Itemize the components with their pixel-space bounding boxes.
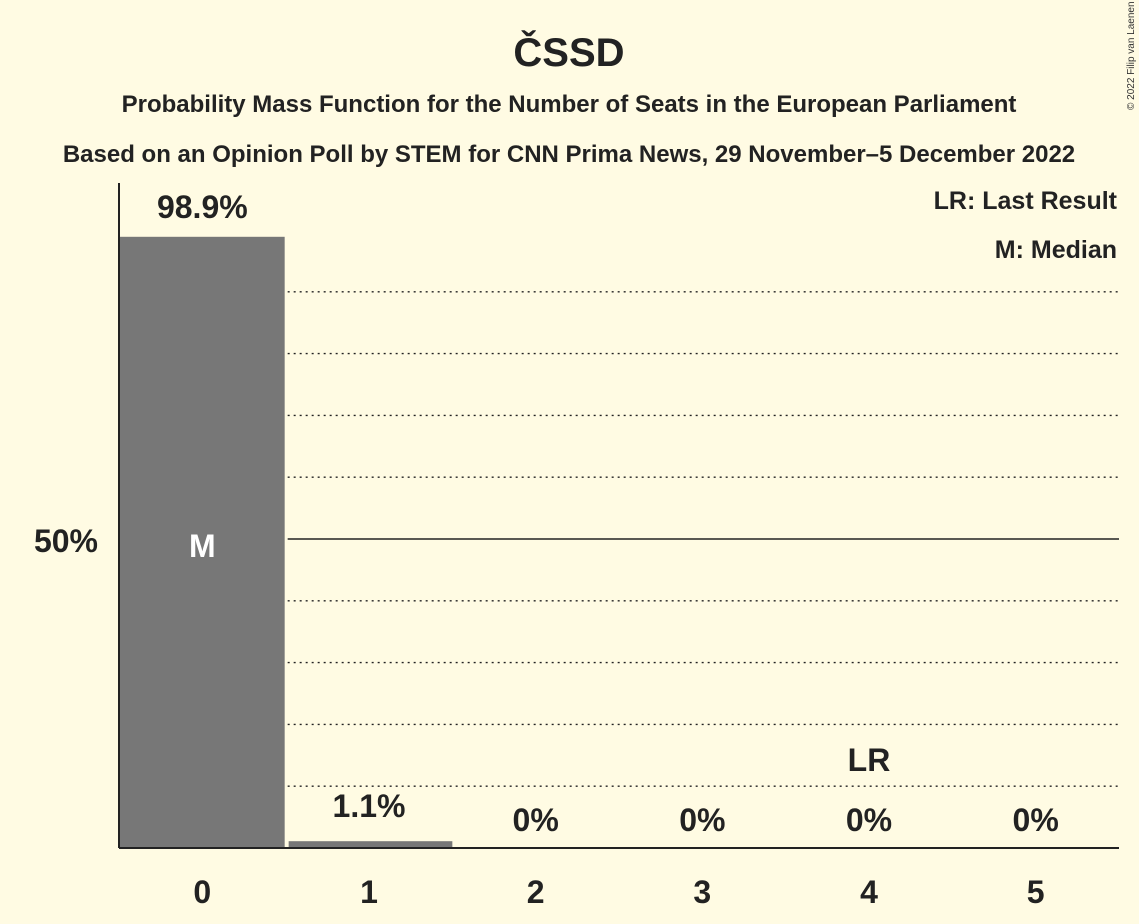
copyright-notice: © 2022 Filip van Laenen <box>1126 1 1137 110</box>
bar-0 <box>120 236 285 849</box>
x-tick-label-3: 3 <box>693 874 711 910</box>
x-tick-label-1: 1 <box>360 874 378 910</box>
x-tick-label-0: 0 <box>193 874 211 910</box>
bar-1 <box>288 841 453 848</box>
y-tick-label-50: 50% <box>34 523 98 559</box>
value-label-4: 0% <box>846 802 892 838</box>
value-label-1: 1.1% <box>333 788 406 824</box>
gridlines <box>287 291 1119 787</box>
value-label-0: 98.9% <box>157 189 248 225</box>
chart-title: ČSSD <box>513 29 624 75</box>
x-tick-label-4: 4 <box>860 874 878 910</box>
chart-subtitle-method: Probability Mass Function for the Number… <box>122 91 1017 118</box>
chart-subtitle-source: Based on an Opinion Poll by STEM for CNN… <box>63 141 1075 168</box>
last-result-marker: LR <box>848 742 891 778</box>
value-label-2: 0% <box>513 802 559 838</box>
value-label-5: 0% <box>1013 802 1059 838</box>
median-marker: M <box>189 528 216 564</box>
legend-median: M: Median <box>995 236 1117 264</box>
labels: 98.9% 0 M 1.1% 1 0% 2 0% 3 0% 4 LR 0% 5 <box>157 189 1059 910</box>
x-tick-label-5: 5 <box>1027 874 1045 910</box>
value-label-3: 0% <box>679 802 725 838</box>
legend-last-result: LR: Last Result <box>934 187 1118 215</box>
bars <box>120 236 453 849</box>
x-tick-label-2: 2 <box>527 874 545 910</box>
